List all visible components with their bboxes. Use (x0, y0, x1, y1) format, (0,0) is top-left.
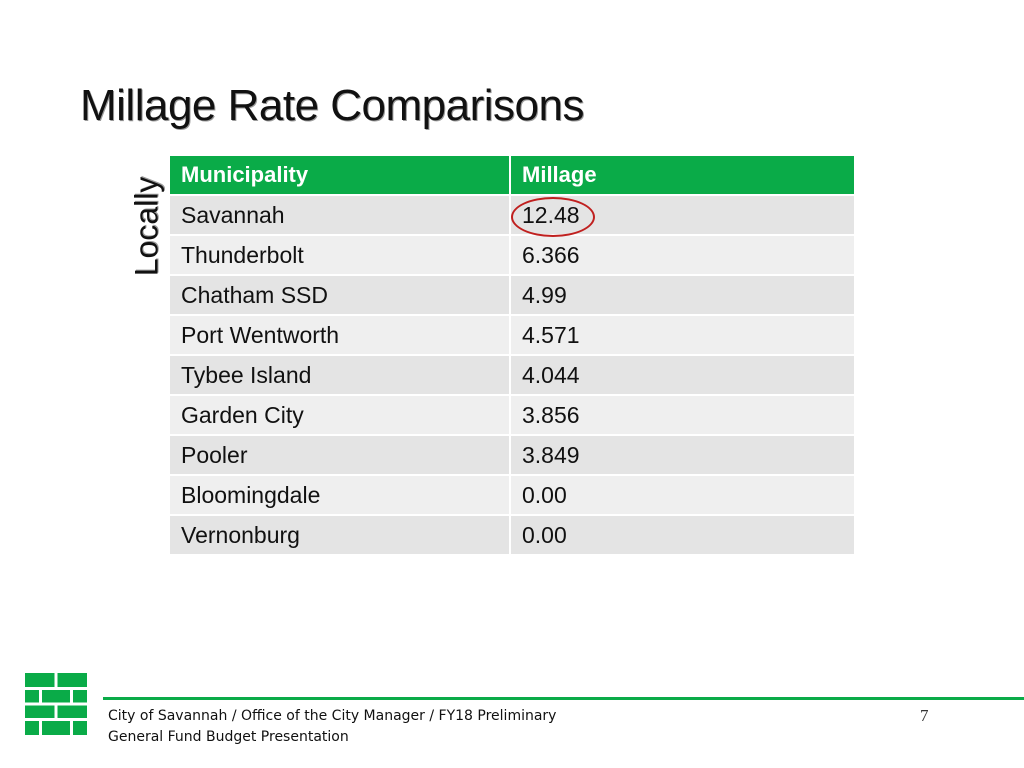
side-label-text: Locally (128, 176, 165, 276)
side-label: Locally (128, 170, 166, 282)
millage-cell: 6.366 (511, 236, 854, 276)
footer-caption: City of Savannah / Office of the City Ma… (108, 706, 628, 748)
brick-wall-logo-icon (25, 673, 87, 735)
millage-cell: 0.00 (511, 516, 854, 556)
municipality-cell: Savannah (170, 196, 511, 236)
table-row: Vernonburg 0.00 (170, 516, 854, 556)
millage-cell: 4.99 (511, 276, 854, 316)
municipality-cell: Pooler (170, 436, 511, 476)
municipality-cell: Chatham SSD (170, 276, 511, 316)
page-number: 7 (920, 706, 929, 725)
municipality-cell: Port Wentworth (170, 316, 511, 356)
millage-cell: 4.571 (511, 316, 854, 356)
table-row: Garden City 3.856 (170, 396, 854, 436)
table-row: Pooler 3.849 (170, 436, 854, 476)
slide-title: Millage Rate Comparisons (80, 81, 585, 130)
savannah-highlight-circle (511, 197, 595, 237)
municipality-cell: Bloomingdale (170, 476, 511, 516)
table-header-row: Municipality Millage (170, 156, 854, 196)
table-row: Thunderbolt 6.366 (170, 236, 854, 276)
millage-cell: 0.00 (511, 476, 854, 516)
millage-cell: 3.856 (511, 396, 854, 436)
municipality-cell: Vernonburg (170, 516, 511, 556)
footer-line-2: General Fund Budget Presentation (108, 729, 349, 745)
footer-divider (103, 697, 1024, 700)
municipality-cell: Garden City (170, 396, 511, 436)
header-millage: Millage (511, 156, 854, 196)
millage-cell: 3.849 (511, 436, 854, 476)
table-row: Chatham SSD 4.99 (170, 276, 854, 316)
municipality-cell: Tybee Island (170, 356, 511, 396)
footer-line-1: City of Savannah / Office of the City Ma… (108, 708, 557, 724)
millage-cell: 4.044 (511, 356, 854, 396)
table-row: Tybee Island 4.044 (170, 356, 854, 396)
table-row: Bloomingdale 0.00 (170, 476, 854, 516)
municipality-cell: Thunderbolt (170, 236, 511, 276)
header-municipality: Municipality (170, 156, 511, 196)
table-row: Port Wentworth 4.571 (170, 316, 854, 356)
millage-table: Municipality Millage Savannah 12.48 Thun… (170, 156, 854, 556)
